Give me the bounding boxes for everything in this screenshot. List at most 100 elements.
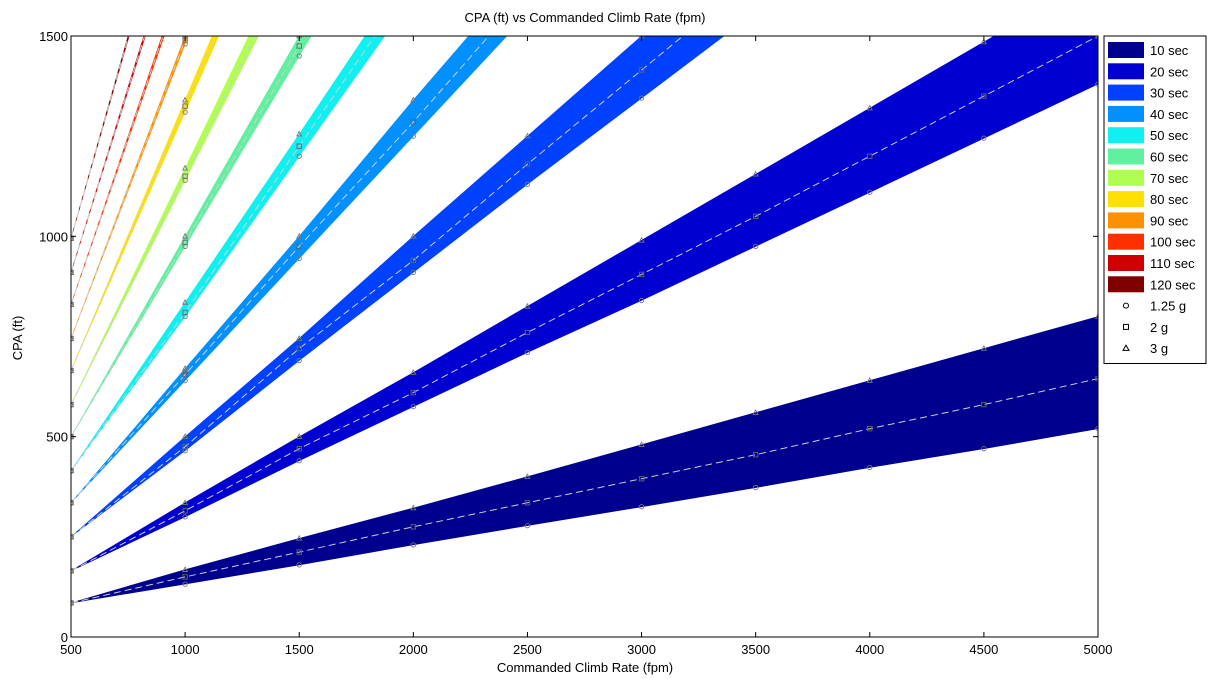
marker-2g <box>296 345 302 352</box>
marker-3g <box>181 298 189 305</box>
legend: 10 sec 20 sec 30 sec 40 sec 50 sec 60 sec 70 s… <box>1103 35 1207 364</box>
marker-2g <box>182 574 188 580</box>
marker-1.25g <box>981 135 987 141</box>
marker-1.25g <box>638 504 645 510</box>
legend-label: 100 sec <box>1150 235 1196 250</box>
marker-3g <box>296 534 303 541</box>
marker-1.25g <box>1095 81 1098 87</box>
marker-1.25g <box>524 181 531 187</box>
marker-1.25g <box>981 446 987 452</box>
y-tick-label: 0 <box>61 630 68 645</box>
marker-2g <box>182 371 188 378</box>
legend-swatch <box>1108 127 1144 144</box>
marker-3g <box>71 567 75 574</box>
marker-3g <box>181 566 189 572</box>
legend-swatch <box>1108 276 1144 293</box>
marker-3g <box>866 104 873 111</box>
legend-label: 70 sec <box>1150 171 1189 186</box>
legend-label: 10 sec <box>1150 43 1189 58</box>
marker-1.25g <box>524 349 531 356</box>
legend-swatch <box>1108 63 1144 80</box>
marker-2g <box>410 119 416 125</box>
marker-3g <box>980 344 988 351</box>
marker-2g <box>182 508 188 514</box>
marker-3g <box>181 164 189 171</box>
marker-1.25g <box>753 243 759 250</box>
x-tick-label: 500 <box>60 642 82 657</box>
x-tick-label: 1500 <box>285 642 314 657</box>
marker-2g <box>296 549 302 555</box>
marker-3g <box>410 232 417 239</box>
legend-swatch <box>1108 255 1144 271</box>
y-tick-label: 1500 <box>39 29 68 44</box>
x-tick-label: 4500 <box>969 642 998 657</box>
x-tick-label: 1000 <box>171 642 200 657</box>
marker-3g <box>181 96 189 103</box>
marker-2g <box>182 173 188 179</box>
marker-1.25g <box>867 464 873 471</box>
marker-3g <box>524 473 531 479</box>
marker-3g <box>71 499 75 506</box>
marker-3g <box>71 300 75 307</box>
marker-3g <box>752 170 759 177</box>
marker-1.25g <box>410 269 416 276</box>
band-80-sec <box>71 36 220 371</box>
marker-3g <box>71 234 75 241</box>
marker-2g <box>524 500 531 506</box>
x-tick-label: 3000 <box>627 642 656 657</box>
marker-3g <box>71 367 75 373</box>
x-tick-label: 2000 <box>399 642 428 657</box>
marker-1.25g <box>296 153 302 159</box>
legend-label: 80 sec <box>1150 192 1189 207</box>
marker-2g <box>867 153 873 159</box>
marker-3g <box>181 232 189 239</box>
legend-marker-square <box>1123 323 1129 330</box>
marker-3g <box>1094 312 1098 319</box>
legend-label: 90 sec <box>1150 213 1189 228</box>
marker-1.25g <box>296 562 302 568</box>
legend-marker-triangle <box>1122 344 1130 351</box>
marker-2g <box>296 243 302 249</box>
marker-2g <box>296 446 302 452</box>
center-line-70-sec <box>71 36 256 405</box>
marker-2g <box>524 161 531 167</box>
legend-label: 60 sec <box>1150 150 1189 165</box>
y-axis-title: CPA (ft) <box>10 316 25 361</box>
marker-3g <box>980 38 988 45</box>
marker-1.25g <box>638 95 645 101</box>
legend-label: 40 sec <box>1150 107 1189 122</box>
marker-3g <box>638 441 645 447</box>
x-tick-label: 3500 <box>741 642 770 657</box>
center-line-120-sec <box>71 36 130 239</box>
marker-3g <box>71 401 75 407</box>
center-line-80-sec <box>71 36 216 371</box>
legend-swatch <box>1108 212 1144 229</box>
marker-3g <box>181 499 189 506</box>
marker-3g <box>71 268 75 275</box>
marker-2g <box>182 444 188 450</box>
marker-3g <box>296 334 303 341</box>
marker-1.25g <box>182 109 188 115</box>
marker-3g <box>296 433 303 439</box>
marker-1.25g <box>182 514 188 520</box>
marker-3g <box>866 377 873 383</box>
legend-label: 50 sec <box>1150 128 1189 143</box>
marker-1.25g <box>524 522 531 529</box>
legend-swatch <box>1108 148 1144 165</box>
legend-label: 20 sec <box>1150 64 1189 79</box>
marker-1.25g <box>410 542 416 548</box>
y-tick-label: 1000 <box>39 229 68 244</box>
plot-frame <box>70 35 1099 638</box>
marker-3g <box>296 130 303 137</box>
center-line-10-sec <box>71 378 1098 604</box>
marker-3g <box>181 433 189 439</box>
legend-label: 110 sec <box>1150 256 1195 271</box>
marker-2g <box>981 93 987 99</box>
center-line-60-sec <box>71 36 306 437</box>
band-20-sec <box>71 36 1098 572</box>
marker-2g <box>296 143 302 149</box>
center-line-20-sec <box>71 36 1098 572</box>
legend-swatch <box>1108 169 1144 186</box>
marker-2g <box>753 213 759 219</box>
marker-3g <box>71 334 75 341</box>
